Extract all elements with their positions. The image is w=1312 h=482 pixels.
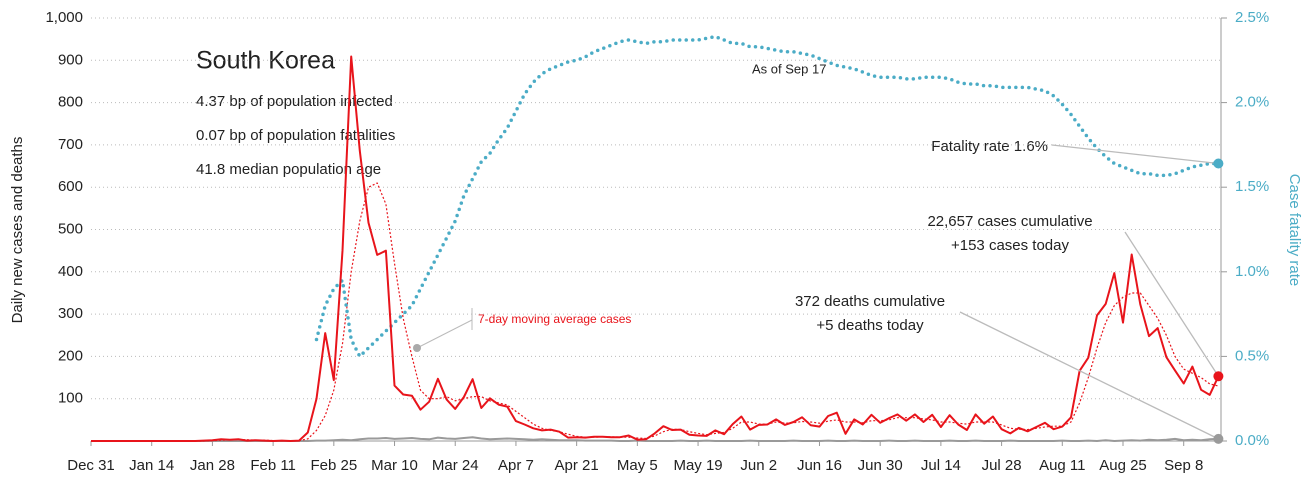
connector bbox=[416, 319, 473, 349]
annotation: 0.07 bp of population fatalities bbox=[196, 127, 395, 144]
y-axis-label: Daily new cases and deaths bbox=[9, 137, 26, 324]
x-tick-label: Feb 11 bbox=[250, 457, 296, 474]
y2-tick-label: 1.0% bbox=[1235, 263, 1269, 280]
y-tick-label: 500 bbox=[58, 220, 83, 237]
x-tick-label: Dec 31 bbox=[67, 457, 115, 474]
y-tick-label: 1,000 bbox=[45, 9, 83, 26]
x-tick-label: Apr 7 bbox=[498, 457, 534, 474]
y2-tick-label: 0.0% bbox=[1235, 432, 1269, 449]
series-label: 7-day moving average cases bbox=[478, 312, 631, 326]
x-tick-label: Mar 10 bbox=[371, 457, 418, 474]
x-tick-label: Jun 2 bbox=[740, 457, 777, 474]
x-tick-label: May 19 bbox=[673, 457, 722, 474]
annotation: 4.37 bp of population infected bbox=[196, 93, 393, 110]
series-line bbox=[91, 55, 1220, 442]
y2-tick-label: 1.5% bbox=[1235, 178, 1269, 195]
annotation: 22,657 cases cumulative bbox=[927, 213, 1092, 230]
y-tick-label: 100 bbox=[58, 390, 83, 407]
chart-title: South Korea bbox=[196, 47, 335, 75]
y-tick-label: 300 bbox=[58, 305, 83, 322]
y2-tick-label: 2.5% bbox=[1235, 9, 1269, 26]
x-tick-label: Jul 28 bbox=[982, 457, 1022, 474]
y2-tick-label: 2.0% bbox=[1235, 94, 1269, 111]
x-tick-label: Apr 21 bbox=[555, 457, 599, 474]
y-tick-label: 800 bbox=[58, 94, 83, 111]
x-tick-label: Jan 28 bbox=[190, 457, 235, 474]
annotation: +153 cases today bbox=[951, 237, 1070, 254]
x-tick-label: May 5 bbox=[617, 457, 658, 474]
connector bbox=[959, 311, 1219, 440]
x-tick-label: Jan 14 bbox=[129, 457, 174, 474]
x-tick-label: Aug 25 bbox=[1099, 457, 1147, 474]
y-tick-label: 600 bbox=[58, 178, 83, 195]
connector bbox=[1051, 144, 1219, 165]
y2-axis-label: Case fatality rate bbox=[1286, 174, 1303, 287]
annotation: As of Sep 17 bbox=[752, 61, 826, 76]
x-tick-label: Jun 30 bbox=[858, 457, 903, 474]
x-tick-label: Jun 16 bbox=[797, 457, 842, 474]
y-tick-label: 900 bbox=[58, 51, 83, 68]
connector-dot bbox=[413, 344, 421, 352]
annotation: 372 deaths cumulative bbox=[795, 293, 945, 310]
end-marker bbox=[1213, 158, 1224, 169]
y-tick-label: 700 bbox=[58, 136, 83, 153]
y2-tick-label: 0.5% bbox=[1235, 347, 1269, 364]
x-tick-label: Feb 25 bbox=[310, 457, 357, 474]
annotation: +5 deaths today bbox=[816, 317, 924, 334]
y-tick-label: 400 bbox=[58, 263, 83, 280]
y-tick-label: 200 bbox=[58, 347, 83, 364]
end-marker bbox=[1213, 371, 1224, 382]
end-marker bbox=[1213, 433, 1224, 444]
x-tick-label: Sep 8 bbox=[1164, 457, 1203, 474]
x-tick-label: Jul 14 bbox=[921, 457, 961, 474]
series-line bbox=[314, 34, 1221, 359]
connector bbox=[1124, 231, 1219, 377]
x-tick-label: Mar 24 bbox=[432, 457, 479, 474]
annotation: Fatality rate 1.6% bbox=[931, 138, 1048, 155]
annotation: 41.8 median population age bbox=[196, 161, 381, 178]
x-tick-label: Aug 11 bbox=[1039, 457, 1085, 474]
